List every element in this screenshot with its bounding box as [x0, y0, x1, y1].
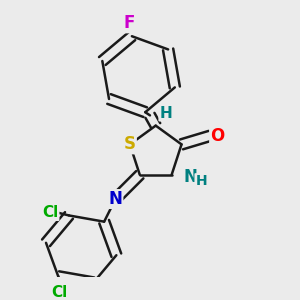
Text: H: H	[159, 106, 172, 121]
Text: H: H	[195, 174, 207, 188]
Text: N: N	[109, 190, 122, 208]
Text: N: N	[183, 168, 197, 186]
Text: O: O	[210, 127, 224, 145]
Text: S: S	[124, 135, 136, 153]
Text: Cl: Cl	[52, 285, 68, 300]
Text: Cl: Cl	[42, 205, 58, 220]
Text: F: F	[123, 14, 135, 32]
